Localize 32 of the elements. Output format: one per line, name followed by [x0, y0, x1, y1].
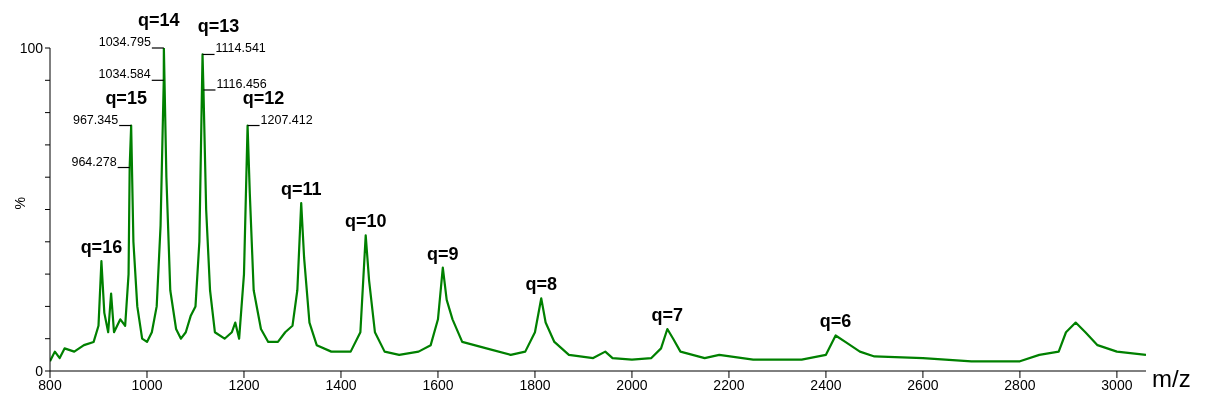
x-tick-label: 2400: [810, 376, 842, 393]
y-axis-title: %: [11, 197, 28, 210]
annotation: q=7: [651, 305, 684, 326]
x-axis-title: m/z: [1152, 364, 1191, 392]
annotation: 1114.541: [215, 41, 266, 56]
x-tick-label: 2600: [907, 376, 939, 393]
annotation: 1207.412: [260, 112, 313, 127]
annotation: q=13: [197, 16, 240, 37]
annotation: q=8: [525, 274, 558, 295]
annotation: 1034.584: [98, 67, 151, 82]
x-tick-label: 1800: [519, 376, 551, 393]
annotation: q=11: [280, 179, 322, 200]
annotation: q=15: [105, 87, 147, 108]
annotation: q=6: [819, 311, 852, 332]
x-tick-label: 3000: [1101, 376, 1133, 393]
x-tick-label: 2200: [713, 376, 745, 393]
annotation: 967.345: [72, 112, 119, 127]
y-tick-label: 100: [19, 39, 44, 56]
annotation: q=16: [80, 237, 123, 258]
annotation: q=10: [344, 211, 387, 232]
x-tick-label: 1000: [131, 376, 163, 393]
x-tick-label: 2000: [616, 376, 648, 393]
y-tick-label: 0: [35, 362, 44, 379]
annotation: q=14: [138, 10, 180, 30]
x-tick-label: 1200: [228, 376, 260, 393]
x-tick-label: 1400: [325, 376, 357, 393]
x-tick-label: 2800: [1004, 376, 1036, 393]
annotation: 964.278: [71, 154, 117, 169]
x-tick-label: 800: [38, 376, 62, 393]
x-tick-label: 1600: [422, 376, 454, 393]
annotation: 1034.795: [98, 35, 151, 49]
annotation: q=9: [427, 243, 459, 264]
